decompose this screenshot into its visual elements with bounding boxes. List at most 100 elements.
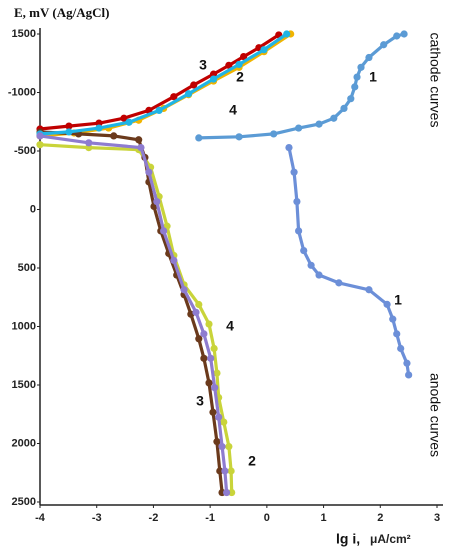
y-tick-label: -1000 bbox=[8, 86, 36, 98]
x-axis-unit: μA/cm² bbox=[370, 532, 411, 546]
point bbox=[351, 83, 359, 91]
curve bbox=[197, 32, 406, 140]
y-tick-label: 0 bbox=[30, 203, 36, 215]
point bbox=[307, 261, 315, 269]
point bbox=[95, 124, 103, 132]
point bbox=[397, 344, 405, 353]
point bbox=[125, 118, 133, 126]
point bbox=[207, 354, 215, 362]
point bbox=[340, 104, 348, 113]
point bbox=[160, 227, 168, 235]
point bbox=[36, 132, 44, 140]
point bbox=[353, 73, 361, 81]
point bbox=[195, 335, 203, 343]
point bbox=[180, 286, 188, 294]
point bbox=[403, 359, 411, 367]
point bbox=[184, 90, 193, 98]
y-tick-label: 2500 bbox=[12, 496, 36, 508]
point bbox=[213, 438, 221, 446]
point bbox=[36, 141, 44, 149]
point bbox=[209, 75, 218, 83]
x-tick-label: 2 bbox=[377, 512, 383, 524]
point bbox=[213, 369, 221, 377]
annotation: 4 bbox=[226, 318, 234, 334]
curve bbox=[38, 143, 234, 495]
point bbox=[110, 132, 118, 140]
point bbox=[347, 95, 355, 103]
point bbox=[225, 442, 233, 451]
y-tick-label: 1500 bbox=[12, 28, 36, 40]
point bbox=[357, 63, 365, 71]
x-tick-label: -4 bbox=[35, 512, 46, 524]
x-tick-label: -2 bbox=[149, 512, 159, 524]
point bbox=[195, 300, 203, 309]
point bbox=[235, 133, 243, 141]
point bbox=[190, 81, 198, 89]
annotation: 2 bbox=[248, 453, 256, 469]
series bbox=[36, 141, 236, 497]
annotation: anode curves bbox=[427, 373, 443, 457]
point bbox=[295, 227, 303, 235]
point bbox=[315, 120, 323, 128]
point bbox=[210, 344, 218, 353]
chart-title: E, mV (Ag/AgCl) bbox=[14, 5, 109, 20]
point bbox=[240, 52, 248, 61]
point bbox=[205, 320, 213, 328]
point bbox=[192, 308, 200, 316]
point bbox=[221, 467, 229, 475]
x-tick-label: 3 bbox=[434, 512, 440, 524]
curve bbox=[287, 146, 411, 377]
annotation: 1 bbox=[369, 69, 377, 85]
y-tick-label: -500 bbox=[14, 145, 36, 157]
y-tick-label: 2000 bbox=[12, 437, 36, 449]
point bbox=[211, 384, 219, 392]
x-tick-label: -3 bbox=[92, 512, 102, 524]
point bbox=[365, 53, 373, 62]
series bbox=[285, 144, 413, 379]
point bbox=[215, 413, 223, 421]
point bbox=[155, 106, 163, 115]
curve bbox=[38, 32, 289, 136]
point bbox=[235, 60, 243, 69]
y-tick-label: 500 bbox=[18, 262, 36, 274]
point bbox=[383, 300, 391, 308]
point bbox=[135, 136, 143, 144]
point bbox=[227, 467, 235, 475]
point bbox=[400, 30, 408, 38]
point bbox=[365, 286, 373, 294]
point bbox=[222, 488, 231, 497]
point bbox=[285, 144, 293, 152]
point bbox=[137, 144, 145, 152]
point bbox=[393, 330, 401, 338]
annotation: cathode curves bbox=[427, 33, 443, 128]
point bbox=[195, 134, 203, 142]
point bbox=[380, 41, 388, 49]
x-tick-label: 0 bbox=[264, 512, 270, 524]
series bbox=[36, 132, 231, 497]
point bbox=[153, 197, 161, 206]
point bbox=[200, 354, 208, 362]
annotation: 2 bbox=[236, 69, 244, 85]
point bbox=[145, 168, 153, 176]
x-tick-label: 1 bbox=[321, 512, 327, 524]
annotation: 4 bbox=[229, 102, 237, 118]
point bbox=[335, 279, 343, 287]
annotation: 1 bbox=[394, 292, 402, 308]
point bbox=[330, 114, 338, 122]
series bbox=[195, 30, 408, 142]
point bbox=[218, 442, 226, 451]
point bbox=[85, 139, 93, 147]
y-tick-label: 1500 bbox=[12, 379, 36, 391]
point bbox=[295, 124, 303, 132]
point bbox=[260, 46, 268, 54]
point bbox=[270, 130, 278, 138]
point bbox=[315, 271, 323, 279]
point bbox=[225, 61, 233, 69]
point bbox=[389, 315, 397, 323]
annotation: 3 bbox=[199, 57, 207, 73]
point bbox=[170, 93, 178, 101]
series bbox=[36, 31, 283, 133]
point bbox=[200, 330, 208, 338]
point bbox=[205, 379, 213, 387]
point bbox=[393, 32, 401, 40]
